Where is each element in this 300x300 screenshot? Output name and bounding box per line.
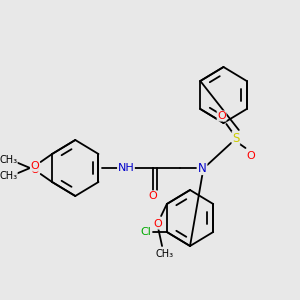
Text: O: O	[148, 191, 157, 201]
Text: Cl: Cl	[140, 227, 151, 237]
Text: N: N	[198, 161, 207, 175]
Text: S: S	[232, 131, 240, 145]
Text: O: O	[153, 219, 162, 229]
Text: O: O	[246, 151, 255, 161]
Text: CH₃: CH₃	[0, 171, 17, 181]
Text: CH₃: CH₃	[156, 249, 174, 259]
Text: NH: NH	[118, 163, 134, 173]
Text: O: O	[31, 161, 39, 171]
Text: O: O	[217, 111, 226, 121]
Text: CH₃: CH₃	[0, 155, 17, 165]
Text: O: O	[31, 165, 39, 175]
